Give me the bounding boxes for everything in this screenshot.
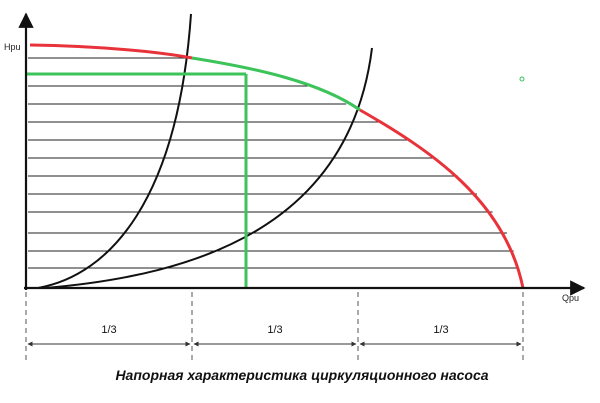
y-axis-label: Hpu bbox=[4, 42, 21, 52]
pump-curve-right-red bbox=[359, 108, 525, 289]
pump-curve-operating-range bbox=[191, 56, 361, 112]
pump-curve-left-red bbox=[29, 43, 193, 60]
hatch-lines bbox=[28, 57, 519, 269]
marker-dot bbox=[519, 76, 525, 82]
dimension-guides bbox=[25, 292, 524, 362]
segment-label-1: 1/3 bbox=[101, 324, 116, 336]
segment-label-3: 1/3 bbox=[433, 324, 448, 336]
diagram-caption: Напорная характеристика циркуляционного … bbox=[115, 367, 488, 383]
segment-label-2: 1/3 bbox=[267, 324, 282, 336]
system-curve-steep bbox=[37, 13, 192, 289]
x-axis-label: Qpu bbox=[562, 293, 579, 303]
system-curve-flat bbox=[44, 47, 373, 289]
